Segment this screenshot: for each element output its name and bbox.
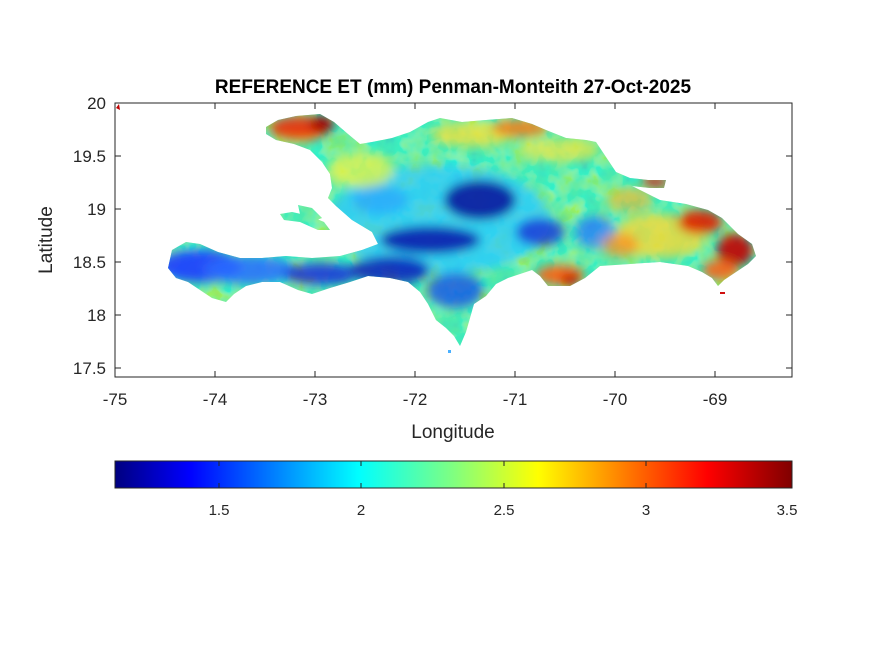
- colorbar: 1.5 2 2.5 3 3.5: [114, 460, 798, 519]
- y-axis-label: Latitude: [36, 206, 57, 274]
- y-tick-marks: [115, 102, 792, 369]
- y-tick-label: 19: [87, 200, 106, 219]
- islet-marker: [116, 104, 120, 110]
- x-tick-label: -75: [103, 390, 128, 409]
- x-tick-label: -70: [603, 390, 628, 409]
- x-tick-marks: [114, 103, 716, 377]
- colorbar-tick-label: 2: [357, 502, 365, 519]
- y-tick-label: 19.5: [73, 147, 106, 166]
- x-tick-label: -69: [703, 390, 728, 409]
- colorbar-tick-label: 1.5: [209, 502, 230, 519]
- y-tick-label: 18: [87, 306, 106, 325]
- colorbar-tick-label: 3.5: [777, 502, 798, 519]
- chart-title: REFERENCE ET (mm) Penman-Monteith 27-Oct…: [215, 77, 692, 98]
- x-tick-label: -74: [203, 390, 228, 409]
- x-axis-label: Longitude: [411, 422, 494, 443]
- x-tick-label: -71: [503, 390, 528, 409]
- y-tick-label: 17.5: [73, 359, 106, 378]
- colorbar-tick-label: 2.5: [494, 502, 515, 519]
- x-tick-labels: -75 -74 -73 -72 -71 -70 -69: [103, 390, 728, 409]
- y-tick-label: 20: [87, 94, 106, 113]
- colorbar-tick-marks: [218, 461, 647, 488]
- map-axes: -75 -74 -73 -72 -71 -70 -69 20 19.5 19 1…: [36, 94, 793, 443]
- islet-marker: [448, 350, 451, 353]
- islet-marker: [720, 292, 725, 294]
- colorbar-tick-label: 3: [642, 502, 650, 519]
- y-tick-labels: 20 19.5 19 18.5 18 17.5: [73, 94, 106, 378]
- x-tick-label: -73: [303, 390, 328, 409]
- colorbar-gradient: [114, 460, 793, 489]
- x-tick-label: -72: [403, 390, 428, 409]
- y-tick-label: 18.5: [73, 253, 106, 272]
